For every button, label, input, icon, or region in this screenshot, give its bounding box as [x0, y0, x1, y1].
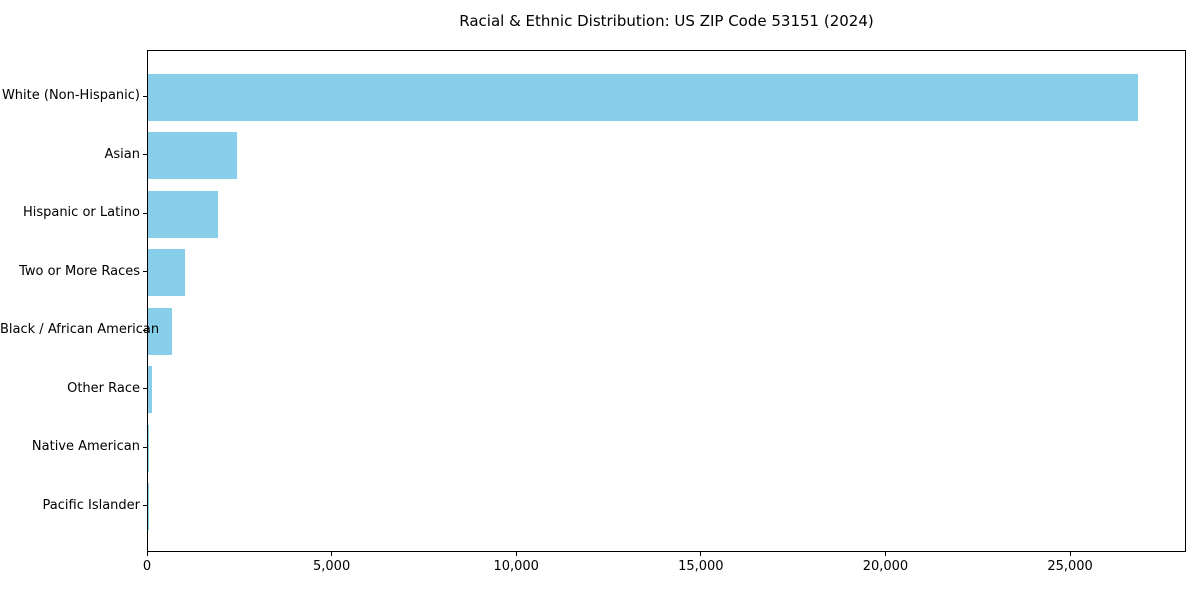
y-axis-tick: [143, 329, 147, 331]
x-axis-tick: [884, 552, 886, 556]
x-axis-tick: [700, 552, 702, 556]
y-axis-tick: [143, 95, 147, 97]
bar: [148, 307, 173, 355]
chart-title: Racial & Ethnic Distribution: US ZIP Cod…: [459, 12, 874, 30]
bar: [148, 190, 219, 238]
y-axis-tick: [143, 505, 147, 507]
x-tick-label: 20,000: [862, 559, 909, 574]
y-tick-label: Native American: [31, 439, 140, 455]
x-axis-tick: [146, 552, 148, 556]
y-tick-label: White (Non-Hispanic): [1, 88, 140, 104]
y-axis-tick: [143, 271, 147, 273]
y-tick-label: Asian: [104, 146, 140, 162]
y-axis-tick: [143, 446, 147, 448]
x-tick-label: 15,000: [678, 559, 724, 574]
bar: [148, 73, 1138, 121]
y-axis-tick: [143, 154, 147, 156]
x-tick-label: 10,000: [493, 559, 539, 574]
y-tick-label: Black / African American: [0, 322, 160, 338]
x-axis-tick: [331, 552, 333, 556]
bar: [148, 132, 237, 180]
x-axis-tick: [515, 552, 517, 556]
y-tick-label: Two or More Races: [19, 263, 140, 279]
bar: [148, 249, 185, 297]
y-tick-label: Pacific Islander: [42, 497, 140, 513]
x-tick-label: 5,000: [313, 559, 351, 574]
x-tick-label: 25,000: [1047, 559, 1093, 574]
x-axis-tick: [1069, 552, 1071, 556]
x-tick-label: 0: [142, 559, 152, 574]
plot-area: [147, 50, 1186, 552]
y-tick-label: Hispanic or Latino: [22, 205, 140, 221]
bar: [148, 366, 152, 414]
y-tick-label: Other Race: [67, 380, 140, 396]
y-axis-tick: [143, 388, 147, 390]
y-axis-tick: [143, 212, 147, 214]
